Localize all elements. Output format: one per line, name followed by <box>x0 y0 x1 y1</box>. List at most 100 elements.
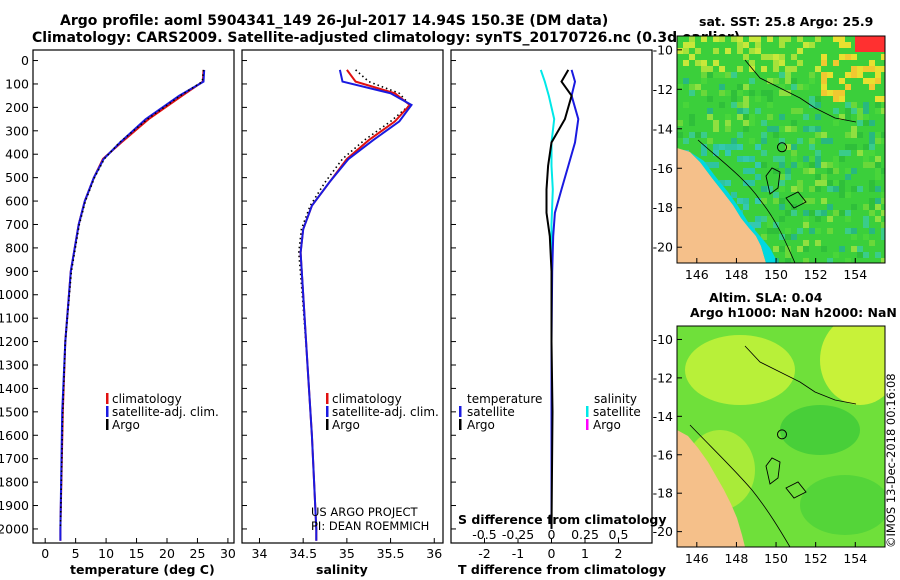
sst-cell <box>737 90 743 96</box>
sst-cell <box>803 114 809 120</box>
sst-cell <box>803 126 809 132</box>
sst-cell <box>689 84 695 90</box>
sst-cell <box>725 90 731 96</box>
sst-cell <box>869 186 875 192</box>
sst-cell <box>797 60 803 66</box>
sst-cell <box>719 66 725 72</box>
depth-tick-label: 500 <box>5 170 29 185</box>
sst-cell <box>833 60 839 66</box>
title-line-2: Climatology: CARS2009. Satellite-adjuste… <box>32 30 740 46</box>
sst-cell <box>845 216 851 222</box>
sst-cell <box>881 138 885 144</box>
sst-cell <box>845 114 851 120</box>
sst-cell <box>839 156 845 162</box>
sst-cell <box>785 246 791 252</box>
map-y-tick-label: -20 <box>653 240 673 255</box>
sst-cell <box>749 78 755 84</box>
sst-cell <box>719 180 725 186</box>
sst-cell <box>797 162 803 168</box>
sst-cell <box>773 222 779 228</box>
sst-cell <box>797 180 803 186</box>
sst-cell <box>827 186 833 192</box>
sst-cell <box>689 42 695 48</box>
sst-cell <box>815 210 821 216</box>
sst-cell <box>803 246 809 252</box>
temperature-x-tick-label: 20 <box>159 546 175 561</box>
sst-cell <box>881 234 885 240</box>
sst-cell <box>761 132 767 138</box>
sst-cell <box>839 114 845 120</box>
sst-cell <box>875 66 881 72</box>
sst-coastline-north <box>744 59 857 123</box>
sst-cell <box>863 252 869 258</box>
sst-cell <box>701 72 707 78</box>
sst-coastal-water <box>690 152 778 263</box>
difference-top-label: S difference from climatology <box>458 512 667 527</box>
sst-cell <box>863 234 869 240</box>
sst-cell <box>737 36 743 42</box>
legend-swatch-climatology <box>106 393 109 404</box>
sst-cell <box>761 66 767 72</box>
sst-cell <box>761 216 767 222</box>
sst-cell <box>869 78 875 84</box>
salinity-x-tick-label: 36 <box>426 546 442 561</box>
sst-cell <box>749 90 755 96</box>
temperature-satellite-line <box>59 69 206 541</box>
sst-cell <box>869 150 875 156</box>
legend-t-argo: Argo <box>467 418 495 432</box>
sst-cell <box>881 54 885 60</box>
sst-cell <box>857 150 863 156</box>
sst-cell <box>791 150 797 156</box>
sst-cell <box>737 102 743 108</box>
sst-cell <box>881 192 885 198</box>
sst-cell <box>869 66 875 72</box>
sdiff-tick-label: 0.5 <box>609 527 629 542</box>
sla-map-title-1: Altim. SLA: 0.04 <box>709 290 823 305</box>
legend-swatch-satellite <box>326 406 329 417</box>
sst-cell <box>821 138 827 144</box>
sst-cell <box>821 180 827 186</box>
sst-cell <box>755 162 761 168</box>
sst-cell <box>875 138 881 144</box>
sst-cell <box>809 162 815 168</box>
depth-tick-label: 1500 <box>0 404 29 419</box>
temperature-argo-line <box>59 69 205 529</box>
sst-cell <box>839 42 845 48</box>
sst-cell <box>827 180 833 186</box>
sst-cell <box>761 162 767 168</box>
difference-legend: temperature satellite Argo salinity sate… <box>459 392 641 432</box>
sst-cell <box>833 90 839 96</box>
sst-cell <box>857 132 863 138</box>
sst-cell <box>827 216 833 222</box>
sst-cell <box>767 126 773 132</box>
sst-cell <box>737 156 743 162</box>
sst-cell <box>815 174 821 180</box>
sst-cell <box>785 258 791 263</box>
sst-cell <box>833 252 839 258</box>
difference-lines <box>539 69 580 529</box>
depth-tick-label: 700 <box>5 217 29 232</box>
sst-cell <box>833 96 839 102</box>
sst-cell <box>845 168 851 174</box>
sst-cell <box>755 36 761 42</box>
map-y-tick-label: -16 <box>653 447 673 462</box>
sst-cell <box>851 126 857 132</box>
sst-cell <box>731 36 737 42</box>
depth-tick-label: 1300 <box>0 358 29 373</box>
sst-cell <box>821 84 827 90</box>
sst-cell <box>707 114 713 120</box>
map-x-tick-label: 152 <box>804 551 828 566</box>
sst-cell <box>809 96 815 102</box>
sst-cell <box>677 84 683 90</box>
sst-cell <box>779 180 785 186</box>
sst-cell <box>869 198 875 204</box>
legend-satellite: satellite-adj. clim. <box>332 405 439 419</box>
sst-cell <box>761 120 767 126</box>
sst-cell <box>779 186 785 192</box>
sst-cell <box>791 204 797 210</box>
sst-cell <box>773 246 779 252</box>
temperature-legend: climatology satellite-adj. clim. Argo <box>106 392 219 432</box>
title-line-1: Argo profile: aoml 5904341_149 26-Jul-20… <box>60 13 608 29</box>
depth-tick-label: 100 <box>5 76 29 91</box>
sst-cell <box>863 66 869 72</box>
